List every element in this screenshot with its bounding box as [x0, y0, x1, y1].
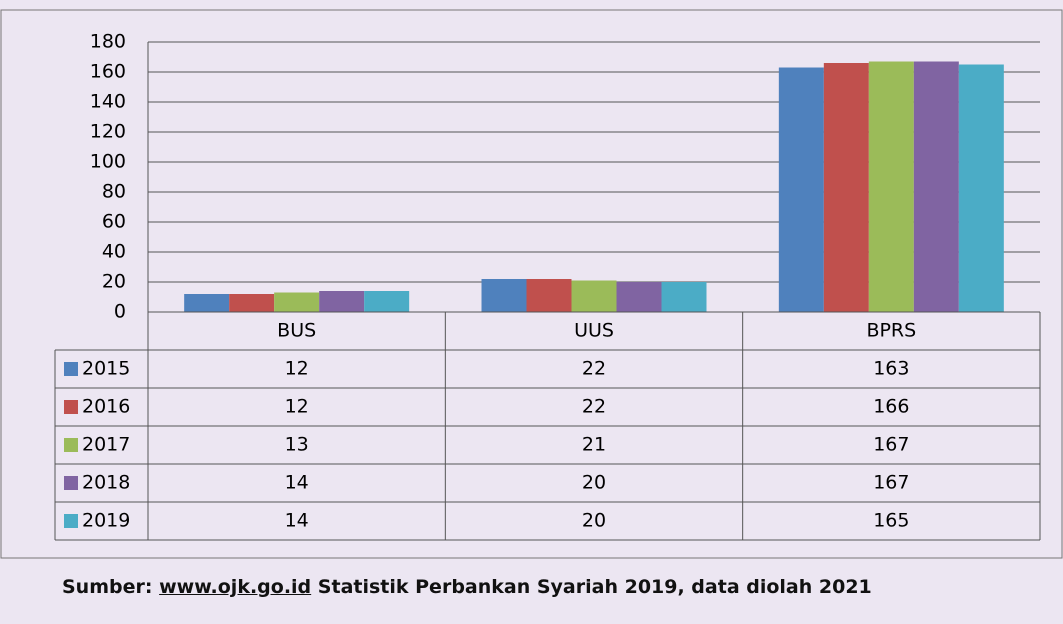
table-value: 22: [582, 396, 606, 418]
legend-swatch: [64, 514, 78, 528]
y-tick-label: 120: [90, 121, 126, 143]
bar: [319, 291, 364, 312]
legend-label: 2019: [82, 510, 130, 532]
y-tick-label: 60: [102, 211, 126, 233]
bar: [229, 294, 274, 312]
x-tick-label: BUS: [277, 320, 316, 342]
bar: [482, 279, 527, 312]
y-tick-label: 40: [102, 241, 126, 263]
table-value: 14: [285, 472, 309, 494]
legend-label: 2017: [82, 434, 130, 456]
legend-swatch: [64, 362, 78, 376]
chart: 0 20 40 60 80 100 120 140 160 180 BUS UUS BPRS 2015 12…: [0, 0, 1063, 624]
table-value: 13: [285, 434, 309, 456]
table-value: 12: [285, 396, 309, 418]
page: 0 20 40 60 80 100 120 140 160 180 BUS UUS BPRS 2015 12…: [0, 0, 1063, 624]
table-value: 166: [873, 396, 909, 418]
y-tick-label: 160: [90, 61, 126, 83]
legend-label: 2015: [82, 358, 130, 380]
table-value: 14: [285, 510, 309, 532]
table-value: 21: [582, 434, 606, 456]
bar: [572, 281, 617, 313]
legend-swatch: [64, 476, 78, 490]
legend-swatch: [64, 400, 78, 414]
y-tick-label: 180: [90, 31, 126, 53]
legend-label: 2016: [82, 396, 130, 418]
y-tick-label: 20: [102, 271, 126, 293]
table-value: 12: [285, 358, 309, 380]
source-text: Statistik Perbankan Syariah 2019, data d…: [318, 576, 872, 598]
y-tick-label: 0: [114, 301, 126, 323]
y-tick-label: 100: [90, 151, 126, 173]
bar: [914, 62, 959, 313]
bar: [364, 291, 409, 312]
bar: [779, 68, 824, 313]
bar: [959, 65, 1004, 313]
y-tick-label: 140: [90, 91, 126, 113]
bar: [184, 294, 229, 312]
legend-swatch: [64, 438, 78, 452]
x-tick-label: UUS: [574, 320, 614, 342]
source-prefix: Sumber:: [62, 576, 152, 598]
source-note: Sumber: www.ojk.go.id Statistik Perbanka…: [62, 576, 872, 598]
bar: [662, 282, 707, 312]
legend-label: 2018: [82, 472, 130, 494]
table-value: 167: [873, 472, 909, 494]
bar: [617, 282, 662, 312]
bar: [824, 63, 869, 312]
table-value: 20: [582, 472, 606, 494]
source-link: www.ojk.go.id: [159, 576, 311, 598]
x-tick-label: BPRS: [866, 320, 916, 342]
bar: [869, 62, 914, 313]
bar: [527, 279, 572, 312]
table-value: 167: [873, 434, 909, 456]
table-value: 163: [873, 358, 909, 380]
table-value: 165: [873, 510, 909, 532]
bar: [274, 293, 319, 313]
table-value: 22: [582, 358, 606, 380]
y-tick-label: 80: [102, 181, 126, 203]
table-value: 20: [582, 510, 606, 532]
